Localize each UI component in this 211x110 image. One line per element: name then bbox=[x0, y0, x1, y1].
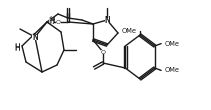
Text: H: H bbox=[14, 42, 20, 51]
Bar bbox=[31, 35, 38, 39]
Text: N: N bbox=[32, 32, 38, 41]
Text: H: H bbox=[14, 43, 20, 52]
Text: OMe: OMe bbox=[122, 28, 137, 34]
Bar bbox=[104, 17, 110, 23]
Text: N: N bbox=[104, 16, 110, 25]
Bar bbox=[15, 45, 19, 49]
Bar bbox=[49, 19, 54, 23]
Bar bbox=[32, 35, 38, 39]
Text: OMe: OMe bbox=[164, 67, 179, 73]
Text: OMe: OMe bbox=[164, 41, 179, 47]
Bar bbox=[55, 20, 61, 24]
Bar bbox=[100, 50, 106, 54]
Text: N: N bbox=[104, 16, 110, 25]
Text: H: H bbox=[48, 16, 54, 26]
Text: O: O bbox=[100, 50, 106, 54]
Bar bbox=[104, 17, 110, 23]
Text: N: N bbox=[32, 32, 38, 41]
Text: O: O bbox=[55, 19, 61, 25]
Text: H: H bbox=[49, 16, 55, 25]
